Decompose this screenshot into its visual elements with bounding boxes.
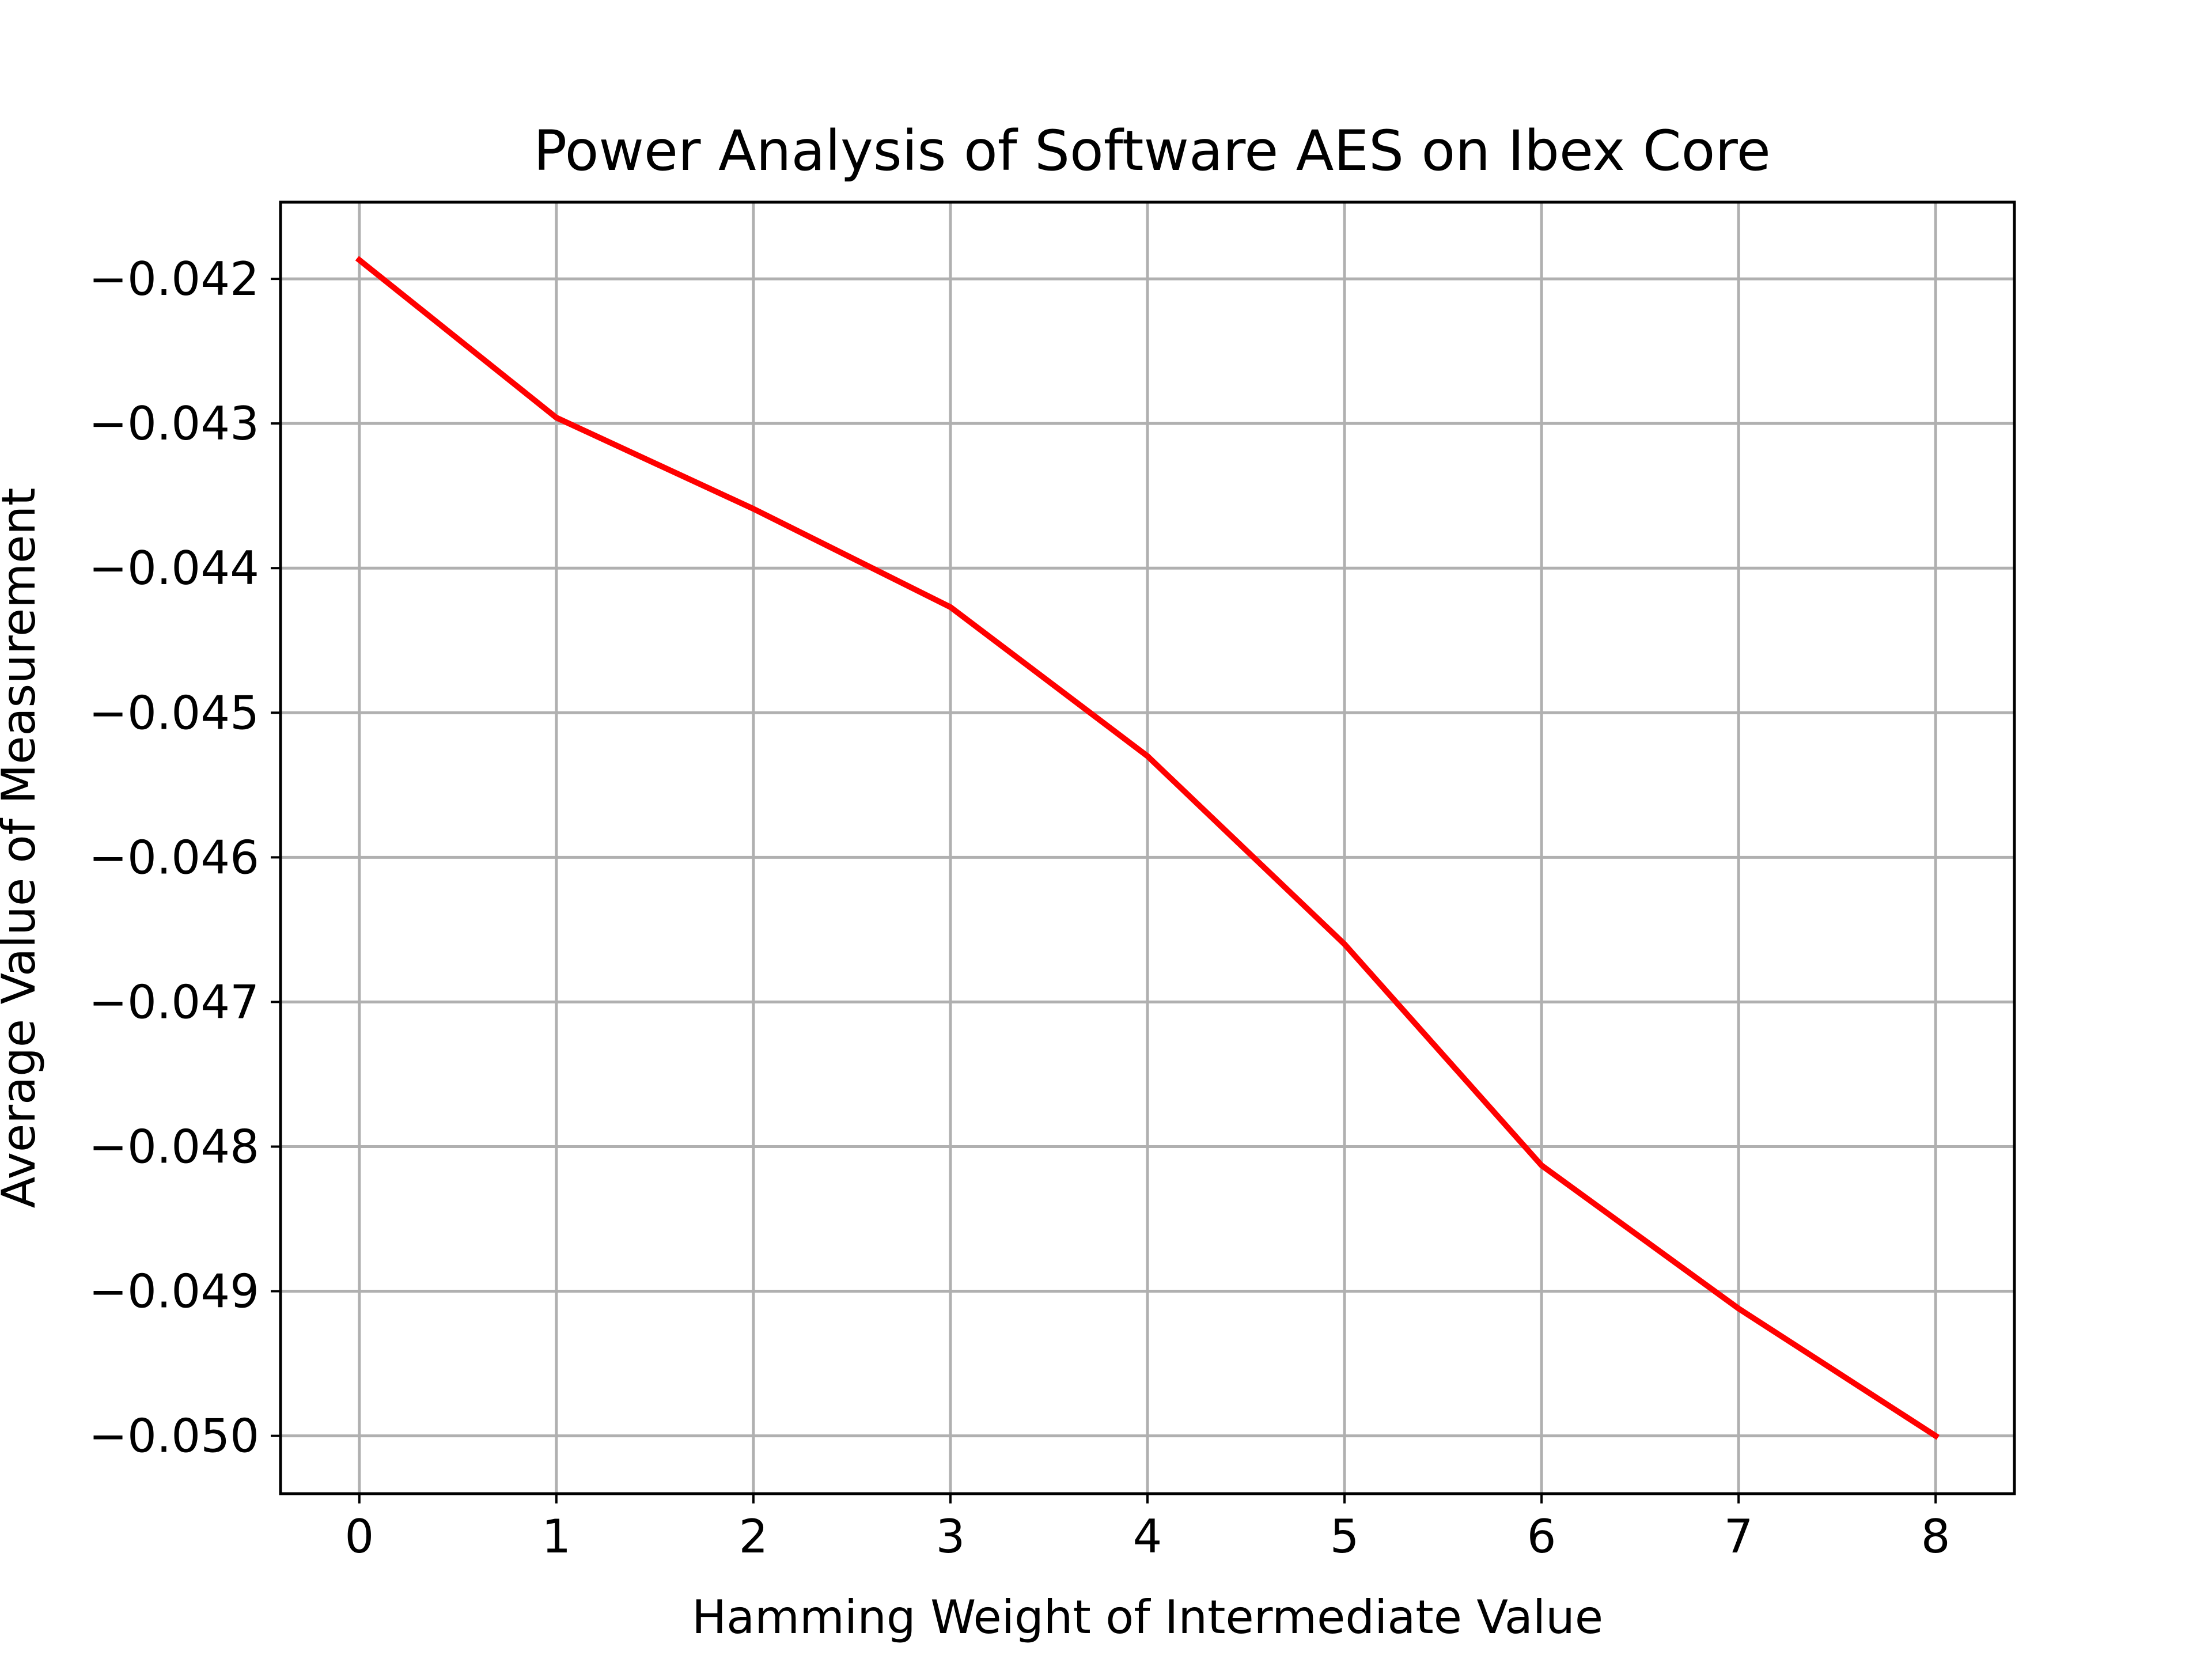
series-layer	[355, 256, 1940, 1440]
data-point	[553, 414, 560, 421]
x-tick-label: 2	[738, 1510, 768, 1563]
x-tick-label: 1	[541, 1510, 571, 1563]
chart-title: Power Analysis of Software AES on Ibex C…	[533, 119, 1771, 183]
series-line	[355, 256, 1940, 1440]
y-tick-label: −0.042	[89, 252, 259, 306]
x-tick-label: 6	[1527, 1510, 1556, 1563]
y-tick-label: −0.046	[89, 831, 259, 884]
x-tick-label: 0	[344, 1510, 374, 1563]
data-point	[1144, 753, 1151, 760]
data-point	[1538, 1162, 1545, 1169]
data-point	[947, 604, 954, 611]
y-tick-label: −0.049	[89, 1265, 259, 1319]
x-tick-label: 3	[936, 1510, 965, 1563]
x-tick-label: 5	[1330, 1510, 1359, 1563]
x-axis-label: Hamming Weight of Intermediate Value	[692, 1590, 1603, 1644]
data-point	[1735, 1305, 1742, 1312]
y-tick-label: −0.048	[89, 1120, 259, 1173]
tick-layer: 0 1 2 3 4 5 6 7 8 −0.042 −0.043 −0.044 −0.045 −0.046 −…	[89, 252, 1950, 1563]
data-point	[1341, 941, 1348, 948]
data-point	[750, 505, 757, 512]
y-tick-label: −0.050	[89, 1410, 259, 1463]
x-tick-label: 7	[1724, 1510, 1753, 1563]
x-tick-label: 4	[1133, 1510, 1162, 1563]
y-tick-label: −0.045	[89, 686, 259, 740]
y-tick-label: −0.043	[89, 397, 259, 450]
y-axis-label: Average Value of Measurement	[0, 488, 46, 1209]
data-point	[1932, 1433, 1939, 1440]
data-point	[356, 256, 363, 263]
y-tick-label: −0.044	[89, 541, 259, 595]
x-tick-label: 8	[1921, 1510, 1950, 1563]
y-tick-label: −0.047	[89, 975, 259, 1029]
